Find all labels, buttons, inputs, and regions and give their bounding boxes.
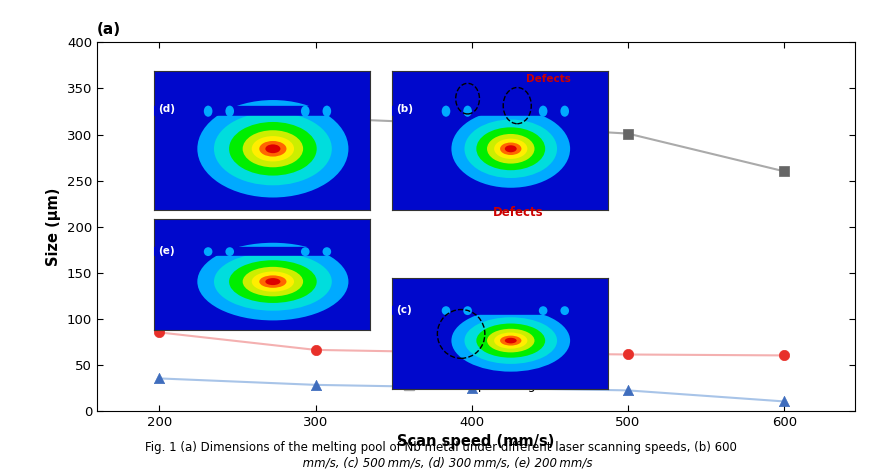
Ellipse shape (477, 323, 545, 358)
Ellipse shape (226, 106, 234, 117)
Legend: Molten-pool width, Molten-pool depth, Molten-pool length: Molten-pool width, Molten-pool depth, Mo… (391, 333, 553, 397)
Point (621, 387, 635, 394)
Ellipse shape (252, 136, 294, 161)
Ellipse shape (214, 112, 332, 185)
Ellipse shape (494, 139, 528, 159)
Ellipse shape (226, 247, 234, 256)
Text: (e): (e) (159, 246, 175, 256)
Ellipse shape (451, 110, 570, 188)
Text: Fig. 1 (a) Dimensions of the melting pool of Nb metal under different laser scan: Fig. 1 (a) Dimensions of the melting poo… (144, 441, 737, 455)
Ellipse shape (477, 127, 545, 170)
Point (152, 97, 167, 104)
Text: (b): (b) (396, 104, 413, 114)
Text: (a): (a) (97, 22, 121, 37)
Ellipse shape (265, 144, 280, 153)
Point (152, 375, 167, 382)
Ellipse shape (197, 243, 348, 320)
Point (152, 329, 167, 336)
Ellipse shape (463, 306, 472, 315)
Ellipse shape (487, 134, 535, 164)
Ellipse shape (229, 122, 316, 176)
Ellipse shape (197, 100, 348, 197)
Ellipse shape (259, 275, 286, 288)
Ellipse shape (242, 267, 303, 296)
Ellipse shape (441, 106, 450, 117)
Point (465, 349, 479, 356)
Ellipse shape (500, 143, 522, 155)
Point (308, 346, 322, 354)
Point (308, 381, 322, 388)
Ellipse shape (265, 278, 280, 285)
Ellipse shape (204, 247, 212, 256)
Point (465, 121, 479, 128)
Ellipse shape (252, 271, 294, 292)
Ellipse shape (505, 338, 516, 344)
Text: Defects: Defects (526, 74, 571, 84)
Ellipse shape (500, 336, 522, 346)
Ellipse shape (301, 247, 309, 256)
X-axis label: Scan speed (mm/s): Scan speed (mm/s) (397, 434, 554, 449)
Ellipse shape (494, 332, 528, 349)
Ellipse shape (229, 260, 316, 303)
Ellipse shape (214, 253, 332, 311)
Ellipse shape (464, 119, 557, 178)
Ellipse shape (322, 106, 331, 117)
Ellipse shape (560, 106, 569, 117)
Text: Defects: Defects (493, 206, 544, 219)
Point (465, 384, 479, 391)
Y-axis label: Size (μm): Size (μm) (46, 187, 61, 266)
Point (621, 130, 635, 137)
Text: mm/s, (c) 500 mm/s, (d) 300 mm/s, (e) 200 mm/s: mm/s, (c) 500 mm/s, (d) 300 mm/s, (e) 20… (289, 457, 592, 470)
Ellipse shape (487, 329, 535, 353)
Ellipse shape (451, 310, 570, 371)
Ellipse shape (463, 106, 472, 117)
Ellipse shape (259, 141, 286, 157)
Point (777, 397, 791, 405)
Ellipse shape (441, 306, 450, 315)
Text: (d): (d) (159, 104, 175, 114)
Ellipse shape (464, 317, 557, 364)
Ellipse shape (505, 145, 516, 152)
Ellipse shape (539, 106, 547, 117)
Ellipse shape (301, 106, 309, 117)
Point (777, 352, 791, 359)
Text: (c): (c) (396, 305, 412, 315)
Ellipse shape (560, 306, 569, 315)
Ellipse shape (204, 106, 212, 117)
Point (308, 114, 322, 122)
Ellipse shape (322, 247, 331, 256)
Ellipse shape (539, 306, 547, 315)
Point (777, 168, 791, 175)
Ellipse shape (242, 130, 303, 167)
Point (621, 351, 635, 358)
